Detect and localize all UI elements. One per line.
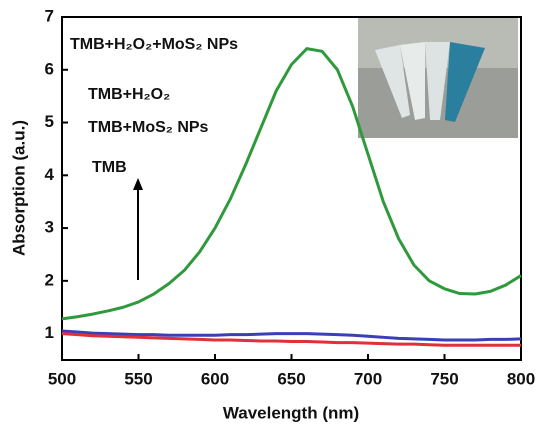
x-tick-label: 550 [124,369,152,388]
annotation: TMB+MoS₂ NPs [88,119,209,136]
y-tick-label: 1 [45,323,54,342]
x-tick-label: 700 [354,369,382,388]
annotation: TMB [92,159,127,176]
y-axis-title: Absorption (a.u.) [9,120,28,256]
x-axis-title: Wavelength (nm) [223,403,359,422]
series-line [61,329,522,342]
inset-photo [358,18,518,138]
y-tick-label: 4 [45,165,55,184]
y-tick-label: 5 [45,112,54,131]
annotation: TMB+H₂O₂ [88,86,170,103]
y-tick-label: 3 [45,218,54,237]
x-tick-label: 500 [48,369,76,388]
y-tick-label: 2 [45,270,54,289]
series-line [61,332,521,347]
y-tick-label: 6 [45,59,54,78]
arrow-head [133,178,143,190]
x-tick-label: 650 [277,369,305,388]
x-tick-label: 750 [430,369,458,388]
annotation: TMB+H₂O₂+MoS₂ NPs [70,36,238,53]
x-tick-label: 800 [507,369,535,388]
x-tick-label: 600 [201,369,229,388]
y-tick-label: 7 [45,6,54,25]
series-line [61,47,522,321]
